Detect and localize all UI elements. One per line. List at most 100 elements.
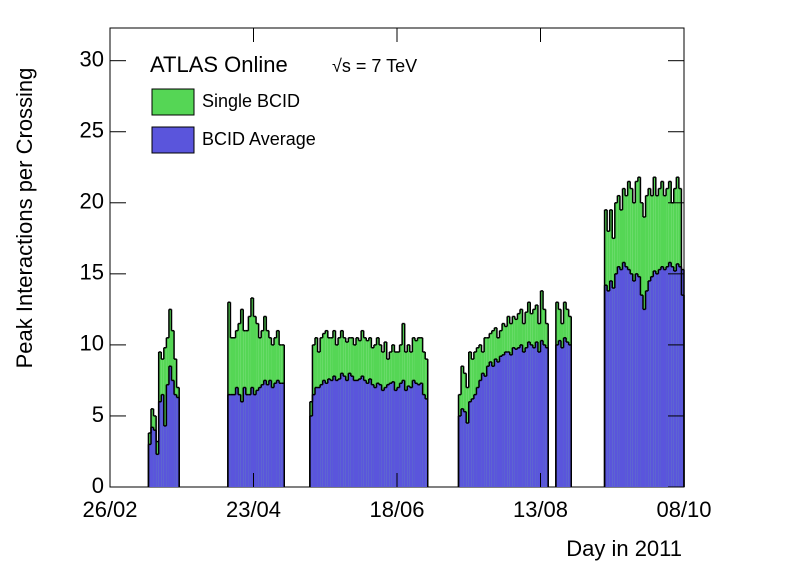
bar [517,347,520,487]
bar [566,342,569,487]
x-tick-label: 26/02 [82,497,137,522]
bar [653,271,656,487]
bar [627,269,631,487]
bar [461,408,464,487]
bar [248,394,251,487]
bar [345,380,349,487]
bar [481,373,485,487]
bar [353,380,356,487]
bar [491,366,495,487]
bar [320,384,323,487]
bar [240,309,244,487]
bar [363,380,367,487]
plot-area [147,176,685,488]
bar [315,387,318,487]
bar [338,379,341,487]
x-tick-label: 23/04 [226,497,281,522]
bar [348,373,351,487]
bar [496,361,500,487]
bar [168,366,172,487]
bar [466,423,469,487]
bar [379,384,382,487]
bar [655,273,659,487]
bar [281,383,285,487]
bar [622,262,626,487]
bar [425,398,428,487]
y-tick-label: 30 [80,46,104,71]
bar [161,394,164,487]
bar [386,384,390,487]
bar [361,376,364,487]
bar [322,380,326,487]
legend-label: BCID Average [202,129,316,149]
bar [163,347,167,487]
bar [476,387,479,487]
bar [561,347,564,487]
bar [507,352,510,487]
bar [504,352,508,487]
bar [543,344,546,487]
bar [166,384,169,487]
bar [532,347,536,487]
bar [350,376,354,487]
bar [676,263,679,487]
bar [648,280,651,487]
bar [238,394,241,487]
bar [417,384,421,487]
bar [499,356,503,487]
y-axis-label: Peak Interactions per Crossing [12,68,37,369]
bar [545,347,549,487]
bar [340,373,344,487]
bar [681,269,684,487]
y-tick-label: 10 [80,331,104,356]
x-axis-label: Day in 2011 [566,536,682,561]
bar [609,280,613,487]
bar [327,379,331,487]
bar [240,401,244,487]
bar [176,397,180,487]
bar [268,380,272,487]
bar [414,383,418,487]
x-tick-label: 08/10 [656,497,711,522]
bar [558,340,561,487]
bar [309,415,313,487]
bar [555,344,559,487]
bar [343,376,346,487]
bar [256,390,259,487]
bar [422,394,426,487]
bar [540,340,544,487]
bar [486,366,490,487]
bar [258,387,262,487]
bar [358,379,362,487]
bar [148,444,151,487]
x-tick-label: 18/06 [369,497,424,522]
bar [368,379,372,487]
bar [407,386,410,487]
bar [666,266,669,487]
bar [607,290,610,487]
bar [389,383,392,487]
bar [678,266,682,487]
legend-swatch [151,88,195,116]
bar [332,376,336,487]
bar [384,387,387,487]
bar [373,387,377,487]
bar [330,380,333,487]
bar [489,361,492,487]
bar [673,271,677,487]
bar [668,262,672,487]
bar [312,394,315,487]
bar [402,380,405,487]
legend-label: Single BCID [202,91,300,111]
bar [263,380,267,487]
bar [356,380,359,487]
bar [525,347,528,487]
bar [266,384,269,487]
bar [151,427,154,487]
bar [640,295,643,487]
bar [650,276,654,487]
bar [471,398,474,487]
bar [420,383,423,487]
annotation: √s = 7 TeV [332,56,417,76]
bar [399,383,403,487]
